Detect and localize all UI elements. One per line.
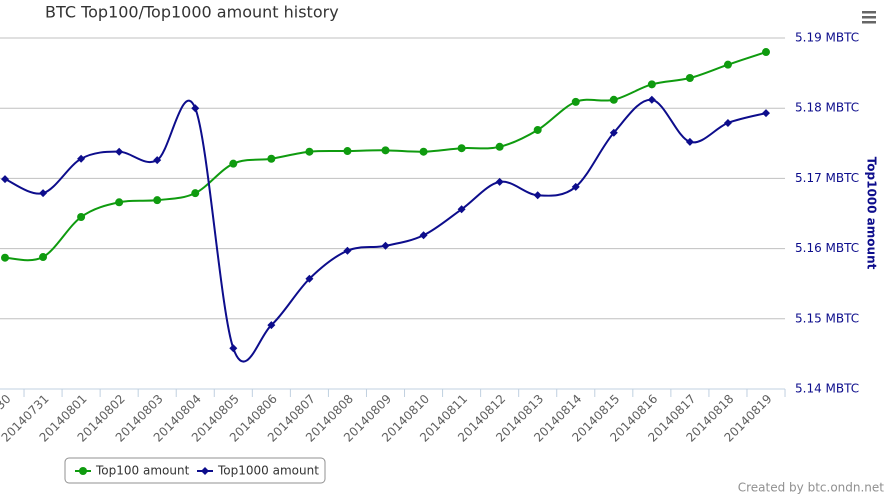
legend-label: Top1000 amount [217,464,319,478]
marker [723,118,732,127]
marker [685,137,694,146]
marker [685,74,694,83]
marker [647,80,656,89]
marker [495,142,504,151]
legend-item[interactable]: Top100 amount [75,464,190,478]
marker [571,97,580,106]
y-tick-label: 5.18 MBTC [795,101,859,115]
marker [267,321,276,330]
menu-bar [862,11,876,14]
marker [419,231,428,240]
legend-label: Top100 amount [95,464,190,478]
marker [647,95,656,104]
y-tick-label: 5.14 MBTC [795,382,859,396]
legend-marker [201,467,209,475]
marker [1,175,9,184]
marker [305,274,314,283]
legend-marker [79,467,87,475]
marker [457,205,466,214]
legend-item[interactable]: Top1000 amount [197,464,319,478]
marker [153,196,162,205]
marker [533,125,542,134]
menu-button[interactable] [862,11,876,24]
y-tick-label: 5.19 MBTC [795,31,859,45]
marker [77,213,86,222]
chart-title: BTC Top100/Top1000 amount history [45,3,339,22]
legend-box [64,457,326,484]
marker [1,253,9,262]
marker [39,253,48,262]
marker [77,154,86,163]
marker [381,241,390,250]
marker [153,156,162,165]
marker [267,154,276,163]
y-tick-label: 5.15 MBTC [795,311,859,325]
marker [191,189,200,198]
marker [533,191,542,200]
menu-bar [862,16,876,19]
menu-bar [862,21,876,24]
credits[interactable]: Created by btc.ondn.net [738,481,885,495]
marker [762,48,770,57]
marker [229,159,238,168]
marker [457,144,466,153]
marker [229,344,238,353]
series-line [4,98,767,363]
marker [419,147,428,156]
marker [115,198,124,207]
marker [381,146,390,155]
y-tick-label: 5.17 MBTC [795,171,859,185]
marker [191,104,200,113]
marker [571,182,580,191]
marker [723,60,732,69]
marker [39,189,48,198]
y2-axis-title: Top1000 amount [865,157,879,270]
marker [609,128,618,137]
marker [762,109,770,118]
marker [343,147,352,156]
marker [115,147,124,156]
marker [305,147,314,156]
marker [609,95,618,104]
y-tick-label: 5.16 MBTC [795,241,859,255]
marker [343,246,352,255]
marker [495,177,504,186]
